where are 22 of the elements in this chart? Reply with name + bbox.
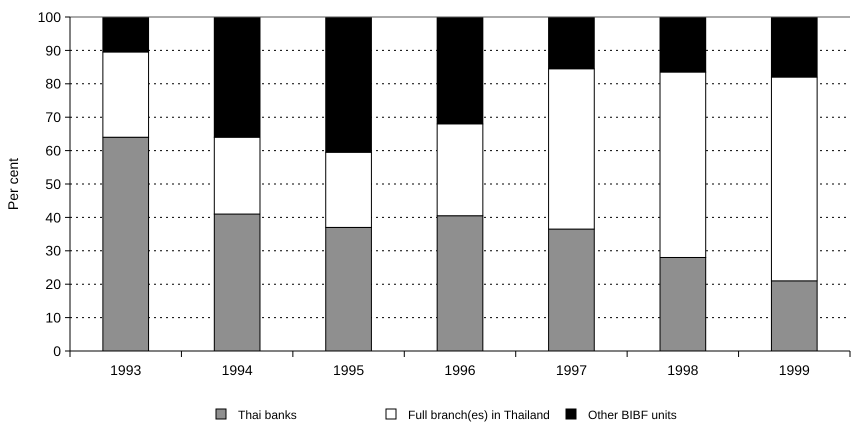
y-tick-label: 60 — [45, 142, 62, 158]
y-tick-label: 10 — [45, 310, 62, 326]
x-tick-label: 1993 — [110, 362, 142, 378]
x-tick-label: 1999 — [778, 362, 810, 378]
x-tick-label: 1995 — [332, 362, 364, 378]
y-tick-label: 40 — [45, 209, 62, 226]
y-tick-label: 90 — [45, 42, 62, 58]
legend-label: Other BIBF units — [588, 408, 677, 422]
y-tick-label: 80 — [45, 76, 62, 92]
y-tick-label: 0 — [53, 342, 62, 359]
y-tick-label: 50 — [45, 176, 62, 192]
y-axis-title: Per cent — [5, 158, 21, 210]
x-tick-label: 1994 — [222, 362, 253, 378]
x-tick-label: 1997 — [556, 362, 588, 378]
x-tick-label: 1996 — [444, 362, 476, 378]
x-tick-label: 1998 — [667, 362, 699, 378]
y-tick-label: 100 — [38, 8, 62, 25]
y-tick-label: 30 — [45, 242, 62, 259]
legend-label: Full branch(es) in Thailand — [408, 408, 550, 422]
y-tick-label: 70 — [45, 109, 62, 126]
legend-label: Thai banks — [238, 408, 297, 422]
y-tick-label: 20 — [45, 276, 62, 292]
